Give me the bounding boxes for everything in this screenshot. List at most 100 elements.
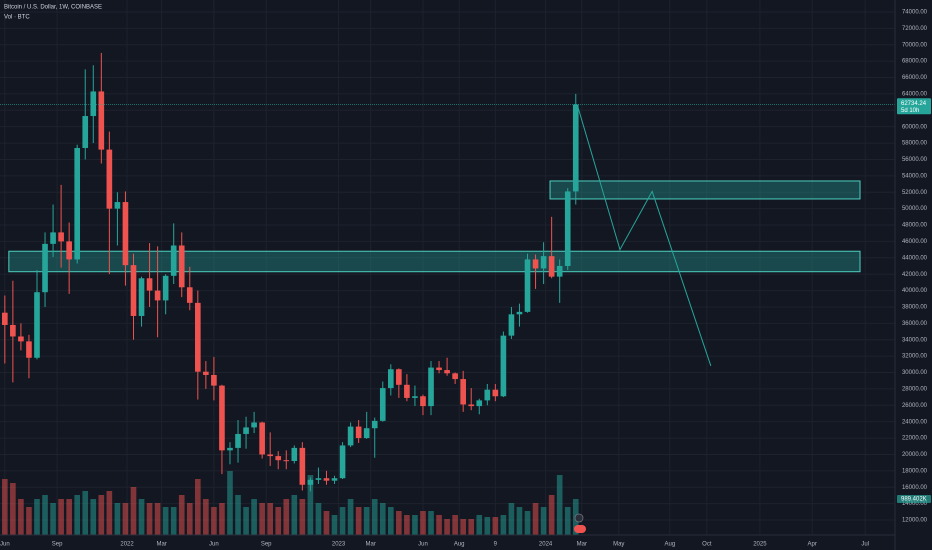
- y-tick-label: 20000.00: [902, 452, 928, 458]
- countdown-label: 5d 10h: [901, 108, 919, 114]
- candle-body: [428, 367, 434, 407]
- x-tick-label: 2024: [539, 542, 553, 548]
- y-tick-label: 74000.00: [902, 10, 928, 16]
- candle-body: [26, 341, 32, 358]
- y-tick-label: 18000.00: [902, 468, 928, 474]
- chart-title: Bitcoin / U.S. Dollar, 1W, COINBASE: [4, 5, 102, 11]
- candle-body: [412, 396, 418, 398]
- candle-body: [219, 385, 225, 451]
- candle-body: [436, 367, 442, 371]
- candle-body: [90, 91, 97, 117]
- candle-body: [138, 278, 145, 316]
- x-tick-label: 2025: [753, 542, 767, 548]
- x-tick-label: Apr: [808, 542, 817, 548]
- y-tick-label: 38000.00: [902, 305, 928, 311]
- candle-body: [387, 369, 394, 389]
- x-tick-label: Mar: [366, 542, 376, 548]
- volume-bar: [396, 511, 402, 535]
- x-tick-label: Sep: [52, 542, 63, 548]
- candle-body: [106, 149, 113, 209]
- candle-body: [492, 389, 499, 397]
- volume-bar: [10, 483, 16, 535]
- y-tick-label: 56000.00: [902, 157, 928, 163]
- volume-bar: [420, 511, 426, 535]
- volume-bar: [283, 499, 290, 535]
- candle-body: [556, 265, 563, 277]
- volume-bar: [162, 507, 169, 535]
- candle-body: [10, 324, 16, 337]
- candle-body: [178, 245, 185, 288]
- volume-bar: [556, 475, 563, 535]
- candle-body: [339, 445, 346, 479]
- y-tick-label: 60000.00: [902, 124, 928, 130]
- x-tick-label: Jun: [418, 542, 428, 548]
- grid: [0, 0, 895, 535]
- candle-body: [548, 256, 555, 277]
- volume-bar: [548, 495, 555, 535]
- volume-bar: [347, 499, 354, 535]
- volume-bar: [540, 507, 547, 535]
- y-tick-label: 28000.00: [902, 386, 928, 392]
- y-tick-label: 72000.00: [902, 26, 928, 32]
- volume-bar: [235, 495, 241, 535]
- volume-bar: [34, 499, 40, 535]
- candle-body: [195, 302, 201, 372]
- volume-bar: [508, 503, 515, 535]
- candle-body: [203, 371, 209, 375]
- y-tick-label: 46000.00: [902, 239, 928, 245]
- volume-bar: [363, 507, 370, 535]
- volume-bar: [307, 475, 314, 535]
- volume-bar: [371, 499, 378, 535]
- candle-body: [267, 454, 274, 457]
- candle-body: [572, 104, 579, 192]
- volume-bar: [524, 511, 531, 535]
- candle-body: [508, 314, 515, 336]
- x-tick-label: Sep: [261, 542, 272, 548]
- volume-bar: [460, 519, 466, 535]
- y-tick-label: 66000.00: [902, 75, 928, 81]
- candle-body: [243, 427, 249, 434]
- volume-bar: [500, 515, 507, 535]
- volume-bar: [106, 491, 113, 535]
- volume-bar: [275, 507, 282, 535]
- candle-body: [452, 373, 458, 380]
- candle-body: [122, 202, 129, 266]
- volume-bar: [74, 495, 81, 535]
- axes: 12000.00 14000.00 16000.00 18000.00 20000.00…: [0, 10, 931, 548]
- x-tick-label: Jun: [0, 542, 10, 548]
- earnings-icon[interactable]: [574, 525, 586, 533]
- candle-body: [524, 259, 531, 312]
- volume-bar: [492, 517, 499, 535]
- event-icon[interactable]: [574, 513, 584, 523]
- volume-bar: [412, 515, 418, 535]
- volume-bar: [58, 499, 64, 535]
- volume-bar: [444, 519, 450, 535]
- x-tick-label: Oct: [702, 542, 712, 548]
- candle-body: [460, 379, 466, 405]
- y-tick-label: 22000.00: [902, 436, 928, 442]
- candle-body: [500, 335, 507, 397]
- volume-bar: [291, 495, 298, 535]
- candle-body: [275, 456, 282, 461]
- x-tick-label: Mar: [156, 542, 166, 548]
- volume-bar: [203, 499, 209, 535]
- x-tick-label: Jun: [209, 542, 219, 548]
- candle-body: [42, 243, 48, 293]
- volume-bar: [42, 495, 48, 535]
- volume-bar: [532, 503, 539, 535]
- volume-tag-label: 989.402K: [901, 497, 927, 503]
- volume-bar: [251, 499, 257, 535]
- candle-body: [146, 278, 153, 291]
- y-tick-label: 34000.00: [902, 337, 928, 343]
- volume-bar: [114, 503, 121, 535]
- candle-body: [484, 389, 491, 401]
- candle-body: [98, 91, 105, 150]
- candle-body: [58, 232, 64, 242]
- candle-body: [34, 292, 40, 358]
- volume-bar: [452, 515, 458, 535]
- candle-body: [227, 447, 233, 451]
- candle-body: [114, 202, 121, 209]
- volume-bar: [18, 499, 24, 535]
- volume-bar: [259, 503, 265, 535]
